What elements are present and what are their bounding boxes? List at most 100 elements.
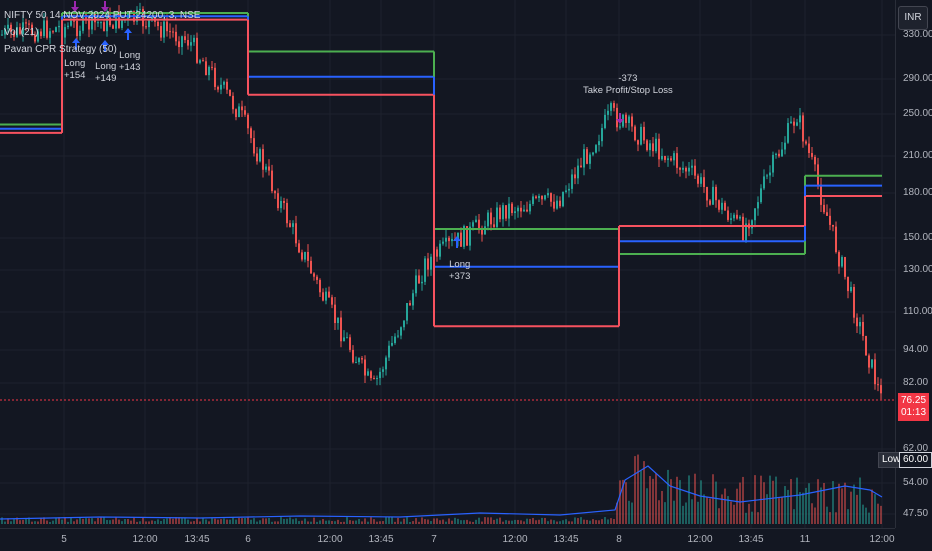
volume-bar — [505, 520, 507, 524]
volume-bar — [547, 521, 549, 524]
volume-bar — [373, 519, 375, 524]
volume-bar — [832, 481, 834, 524]
candle-body — [550, 193, 552, 202]
strategy-legend[interactable]: Pavan CPR Strategy (50) — [4, 44, 117, 55]
candle-body — [355, 362, 357, 364]
candle-body — [103, 22, 105, 32]
candle-body — [829, 215, 831, 225]
volume-bar — [403, 518, 405, 524]
price-chart[interactable] — [0, 0, 895, 528]
volume-bar — [163, 519, 165, 524]
candle-body — [640, 126, 642, 145]
price-tick-label: 62.00 — [903, 443, 929, 454]
candle-body — [34, 34, 36, 42]
candle-body — [778, 153, 780, 157]
volume-bar — [637, 454, 639, 524]
candle-body — [625, 114, 627, 123]
volume-bar — [847, 509, 849, 524]
candle-body — [106, 14, 108, 32]
volume-indicator-legend[interactable]: Vol (21) — [4, 27, 39, 38]
volume-bar — [349, 520, 351, 524]
volume-bar — [448, 518, 450, 524]
volume-bar — [409, 521, 411, 524]
volume-bar — [1, 517, 3, 524]
volume-bar — [370, 517, 372, 524]
candle-body — [667, 158, 669, 160]
candle-body — [853, 286, 855, 318]
candle-body — [412, 293, 414, 306]
volume-bar — [202, 518, 204, 524]
currency-button[interactable]: INR — [898, 6, 928, 30]
candle-body — [529, 203, 531, 212]
candle-body — [469, 226, 471, 246]
candle-body — [286, 202, 288, 224]
price-tick-label: 180.00 — [903, 187, 932, 198]
candle-body — [352, 349, 354, 363]
candle-body — [121, 20, 123, 28]
time-axis[interactable]: 5 12:00 13:45 6 12:00 13:45 7 12:00 13:45 8 12:00 1… — [0, 528, 895, 551]
volume-bar — [385, 517, 387, 524]
volume-bar — [22, 519, 24, 524]
volume-bar — [691, 499, 693, 524]
volume-bar — [49, 521, 51, 524]
candle-body — [598, 141, 600, 146]
candle-body — [466, 226, 468, 246]
candle-body — [586, 149, 588, 164]
candle-body — [499, 207, 501, 220]
candle-body — [271, 170, 273, 192]
volume-bars — [1, 454, 882, 524]
volume-bar — [715, 481, 717, 524]
candle-body — [676, 153, 678, 168]
volume-bar — [517, 519, 519, 524]
candle-body — [259, 149, 261, 162]
volume-bar — [304, 518, 306, 524]
volume-bar — [232, 517, 234, 524]
volume-bar — [868, 512, 870, 524]
volume-bar — [769, 475, 771, 524]
candle-body — [787, 123, 789, 143]
exit-marker-icon — [101, 1, 109, 12]
volume-bar — [583, 519, 585, 524]
candle-body — [391, 342, 393, 346]
candle-body — [601, 128, 603, 142]
candle-body — [841, 257, 843, 267]
symbol-title[interactable]: NIFTY 50 14 NOV 2024 PUT 24200, 3, NSE — [4, 10, 201, 21]
volume-bar — [493, 519, 495, 524]
candle-body — [175, 31, 177, 42]
volume-bar — [724, 488, 726, 524]
volume-bar — [727, 496, 729, 524]
price-axis[interactable]: 330.00 290.00 250.00 210.00 180.00 150.00 130.… — [895, 0, 932, 528]
volume-bar — [139, 521, 141, 524]
candle-body — [508, 203, 510, 219]
volume-bar — [478, 517, 480, 524]
candle-body — [553, 201, 555, 209]
trade-label-1: Long +154 — [64, 58, 86, 81]
volume-bar — [586, 519, 588, 524]
long-entry-arrow-icon — [124, 28, 132, 40]
volume-bar — [673, 500, 675, 524]
volume-bar — [814, 507, 816, 524]
volume-bar — [7, 518, 9, 524]
candle-body — [142, 8, 144, 27]
volume-bar — [589, 520, 591, 524]
volume-bar — [565, 519, 567, 524]
candle-body — [226, 81, 228, 90]
volume-bar — [154, 521, 156, 524]
price-tick-label: 94.00 — [903, 344, 929, 355]
volume-bar — [841, 488, 843, 524]
candle-body — [28, 23, 30, 25]
volume-bar — [703, 494, 705, 524]
price-tick-label: 210.00 — [903, 150, 932, 161]
candle-body — [523, 209, 525, 212]
volume-bar — [43, 517, 45, 524]
volume-bar — [340, 521, 342, 524]
volume-bar — [574, 517, 576, 524]
volume-bar — [643, 461, 645, 524]
time-tick-label: 13:45 — [738, 534, 764, 545]
price-tick-label: 150.00 — [903, 232, 932, 243]
long-entry-arrow-icon — [72, 38, 80, 50]
volume-bar — [4, 521, 6, 524]
candle-body — [214, 67, 216, 87]
volume-bar — [13, 519, 15, 524]
volume-bar — [754, 475, 756, 524]
